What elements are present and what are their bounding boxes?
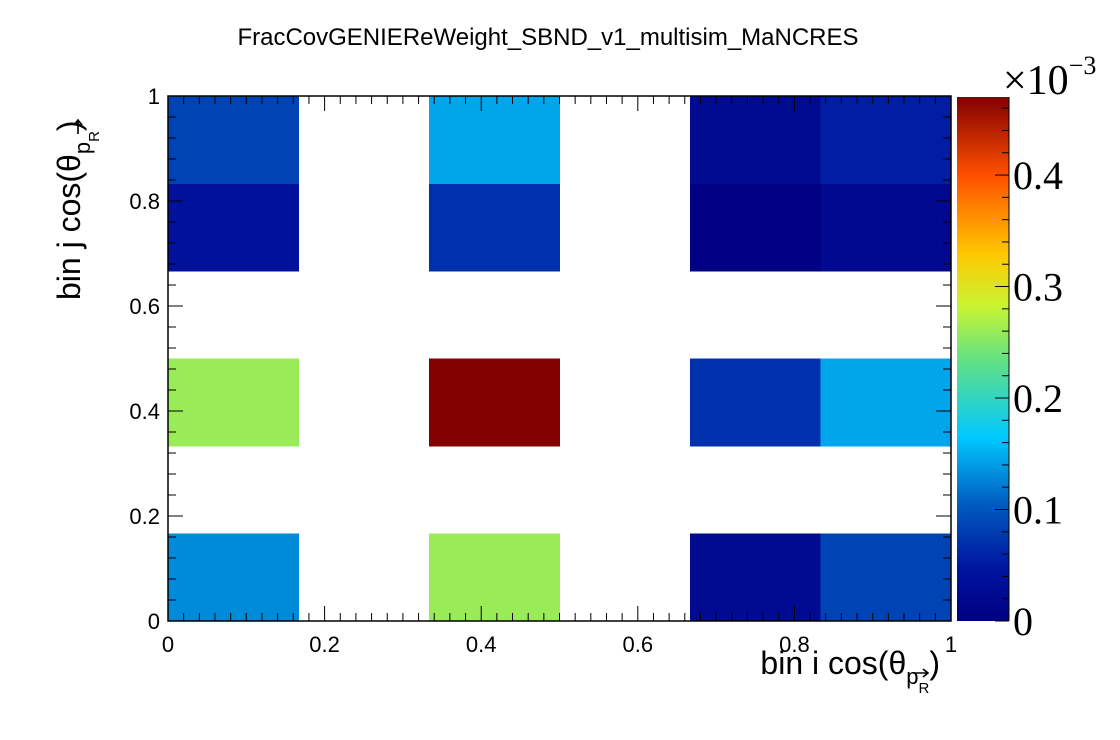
chart-title: FracCovGENIEReWeight_SBND_v1_multisim_Ma… (237, 24, 858, 51)
heatmap-cell (168, 358, 299, 447)
heatmap-cell (429, 183, 560, 272)
y-tick-label: 0.8 (129, 189, 160, 214)
colorbar-exponent-base: ×10 (1003, 58, 1069, 104)
colorbar-exponent-power: −3 (1069, 51, 1097, 80)
heatmap-cell (429, 533, 560, 622)
y-tick-label: 1 (148, 84, 160, 109)
x-tick-label: 0.6 (623, 632, 654, 657)
x-axis-label-sub: p (906, 664, 918, 689)
y-axis-label-sub: p (70, 142, 95, 154)
heatmap-cell (429, 358, 560, 447)
x-tick-label: 0 (162, 632, 174, 657)
y-tick-label: 0.4 (129, 399, 160, 424)
y-axis-label: bin j cos(θpR) (51, 118, 103, 300)
y-axis-label-close: ) (51, 120, 87, 131)
x-axis-label-close: ) (929, 645, 940, 681)
heatmap-cell (820, 183, 952, 272)
x-axis: 0 0.2 0.4 0.6 0.8 1 (162, 96, 957, 657)
y-tick-label: 0.6 (129, 294, 160, 319)
x-tick-label: 0.2 (309, 632, 340, 657)
x-vector-arrow-icon (914, 668, 930, 678)
colorbar-tick-label: 0.4 (1013, 153, 1063, 198)
y-axis: 0 0.2 0.4 0.6 0.8 1 (129, 84, 951, 634)
colorbar-tick-label: 0 (1013, 599, 1033, 644)
x-axis-label-main: bin i cos(θ (760, 645, 906, 681)
x-axis-label: bin i cos(θpR) (760, 645, 940, 697)
y-vector-arrow-icon (73, 118, 83, 134)
heatmap-cell (690, 96, 821, 184)
y-axis-label-subsub: R (86, 131, 103, 142)
heatmap-cell (168, 96, 299, 184)
y-tick-label: 0 (148, 609, 160, 634)
heatmap-cell (429, 96, 560, 184)
x-axis-label-subsub: R (919, 680, 930, 697)
heatmap-cell (820, 96, 952, 184)
svg-text:bin j cos(θpR): bin j cos(θpR) (51, 120, 103, 300)
colorbar (957, 97, 1009, 621)
y-axis-label-main: bin j cos(θ (51, 154, 87, 300)
y-tick-label: 0.2 (129, 504, 160, 529)
colorbar-tick-label: 0.3 (1013, 265, 1063, 310)
heatmap-cell (168, 533, 299, 622)
heatmap-cell (820, 358, 952, 447)
colorbar-exponent: ×10−3 (1003, 51, 1096, 104)
x-tick-label: 0.8 (779, 632, 810, 657)
heatmap-cell (690, 183, 821, 272)
x-tick-label: 0.4 (466, 632, 497, 657)
colorbar-tick-label: 0.1 (1013, 488, 1063, 533)
heatmap-cell (820, 533, 952, 622)
heatmap-cells (168, 96, 952, 622)
colorbar-tick-label: 0.2 (1013, 376, 1063, 421)
colorbar-axis: 0 0.1 0.2 0.3 0.4 (995, 97, 1063, 644)
heatmap-cell (690, 358, 821, 447)
svg-text:bin i cos(θpR): bin i cos(θpR) (760, 645, 940, 697)
heatmap-cell (690, 533, 821, 622)
heatmap-cell (168, 183, 299, 272)
x-tick-label: 1 (945, 632, 957, 657)
